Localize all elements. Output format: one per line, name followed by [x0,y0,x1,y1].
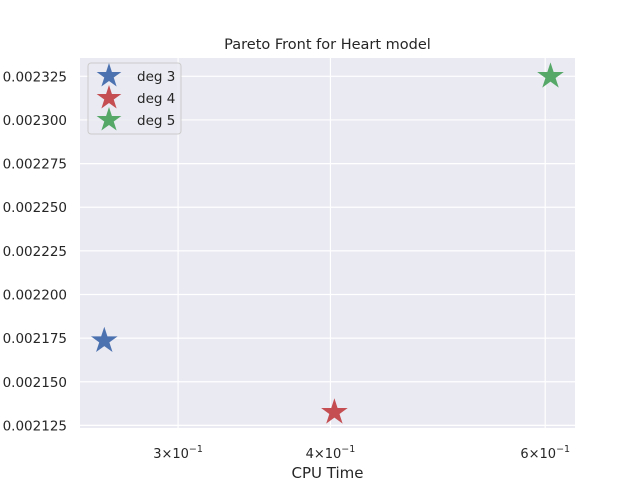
y-axis-ticks: 0.002125 0.002150 0.002175 0.002200 0.002225… [3,69,67,434]
x-tick-label: 3×10−1 [153,444,203,462]
grid-lines [80,58,575,428]
x-tick-times: ×10 [314,447,341,462]
x-axis-label: CPU Time [292,464,364,480]
legend-label: deg 3 [137,69,175,85]
x-tick-label: 6×10−1 [520,444,570,462]
y-tick-label: 0.002150 [3,375,67,391]
x-tick-exponent: −1 [556,444,570,455]
legend-marker [96,85,122,109]
y-tick-label: 0.002125 [3,418,67,434]
data-point-deg-4 [321,398,348,424]
legend: deg 3 deg 4 deg 5 [87,62,182,135]
y-tick-label: 0.002275 [3,157,67,173]
x-tick-base: 3 [153,447,161,462]
data-point-deg-5 [537,62,564,88]
legend-marker [96,107,122,131]
y-tick-label: 0.002325 [3,69,67,85]
x-tick-exponent: −1 [341,444,355,455]
y-tick-label: 0.002250 [3,200,67,216]
data-point-deg-3 [90,326,118,353]
x-axis-ticks: 3×10−1 4×10−1 6×10−1 [153,444,570,462]
x-tick-label: 4×10−1 [306,444,356,462]
x-tick-exponent: −1 [189,444,203,455]
data-points [90,62,564,424]
y-tick-label: 0.002175 [3,331,67,347]
y-tick-label: 0.002300 [3,113,67,129]
y-tick-label: 0.002200 [3,287,67,303]
legend-marker [96,63,122,87]
x-tick-times: ×10 [529,447,556,462]
legend-label: deg 4 [137,91,175,107]
legend-label: deg 5 [137,113,175,129]
chart-title: Pareto Front for Heart model [224,37,431,53]
x-tick-times: ×10 [161,447,188,462]
x-tick-base: 4 [306,447,314,462]
x-tick-base: 6 [520,447,528,462]
y-tick-label: 0.002225 [3,244,67,260]
